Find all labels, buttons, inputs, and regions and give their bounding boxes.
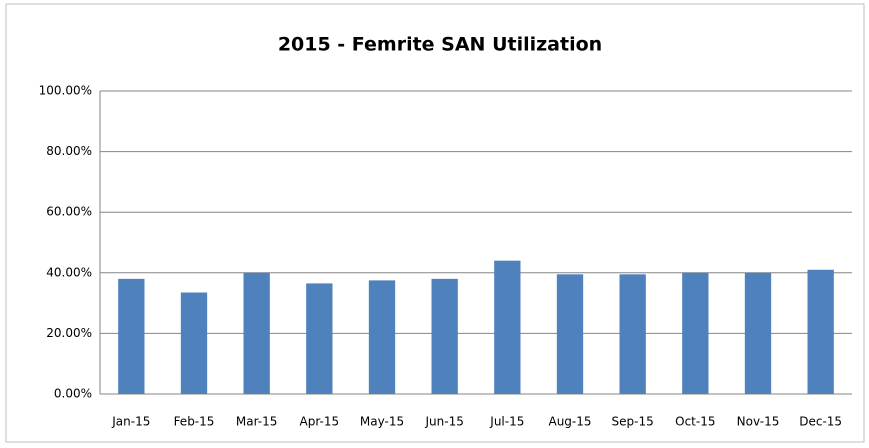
- x-tick-label: Dec-15: [799, 415, 842, 429]
- y-tick-label: 40.00%: [46, 265, 92, 279]
- x-tick-label: Mar-15: [236, 415, 277, 429]
- x-tick-label: Jan-15: [111, 415, 150, 429]
- bar: [744, 272, 772, 394]
- x-tick-label: May-15: [360, 415, 404, 429]
- y-tick-label: 60.00%: [46, 205, 92, 219]
- bar: [682, 272, 709, 394]
- x-tick-label: Apr-15: [300, 415, 340, 429]
- bar: [494, 260, 521, 394]
- y-tick-label: 80.00%: [46, 144, 92, 158]
- x-tick-label: Feb-15: [174, 415, 215, 429]
- y-tick-label: 100.00%: [39, 84, 92, 98]
- x-tick-label: Sep-15: [612, 415, 654, 429]
- y-tick-label: 0.00%: [54, 387, 92, 401]
- x-tick-label: Jun-15: [424, 415, 463, 429]
- x-tick-label: Nov-15: [737, 415, 780, 429]
- chart-title: 2015 - Femrite SAN Utilization: [278, 34, 602, 56]
- bar: [807, 269, 834, 394]
- bar: [368, 280, 396, 394]
- x-tick-label: Jul-15: [489, 415, 524, 429]
- bar: [243, 272, 270, 394]
- bar: [306, 283, 333, 394]
- bar: [118, 278, 145, 394]
- x-tick-label: Aug-15: [548, 415, 591, 429]
- x-tick-label: Oct-15: [675, 415, 715, 429]
- bar: [556, 274, 584, 394]
- y-tick-label: 20.00%: [46, 326, 92, 340]
- bar: [431, 278, 458, 394]
- bar: [619, 274, 646, 394]
- bar: [180, 292, 208, 394]
